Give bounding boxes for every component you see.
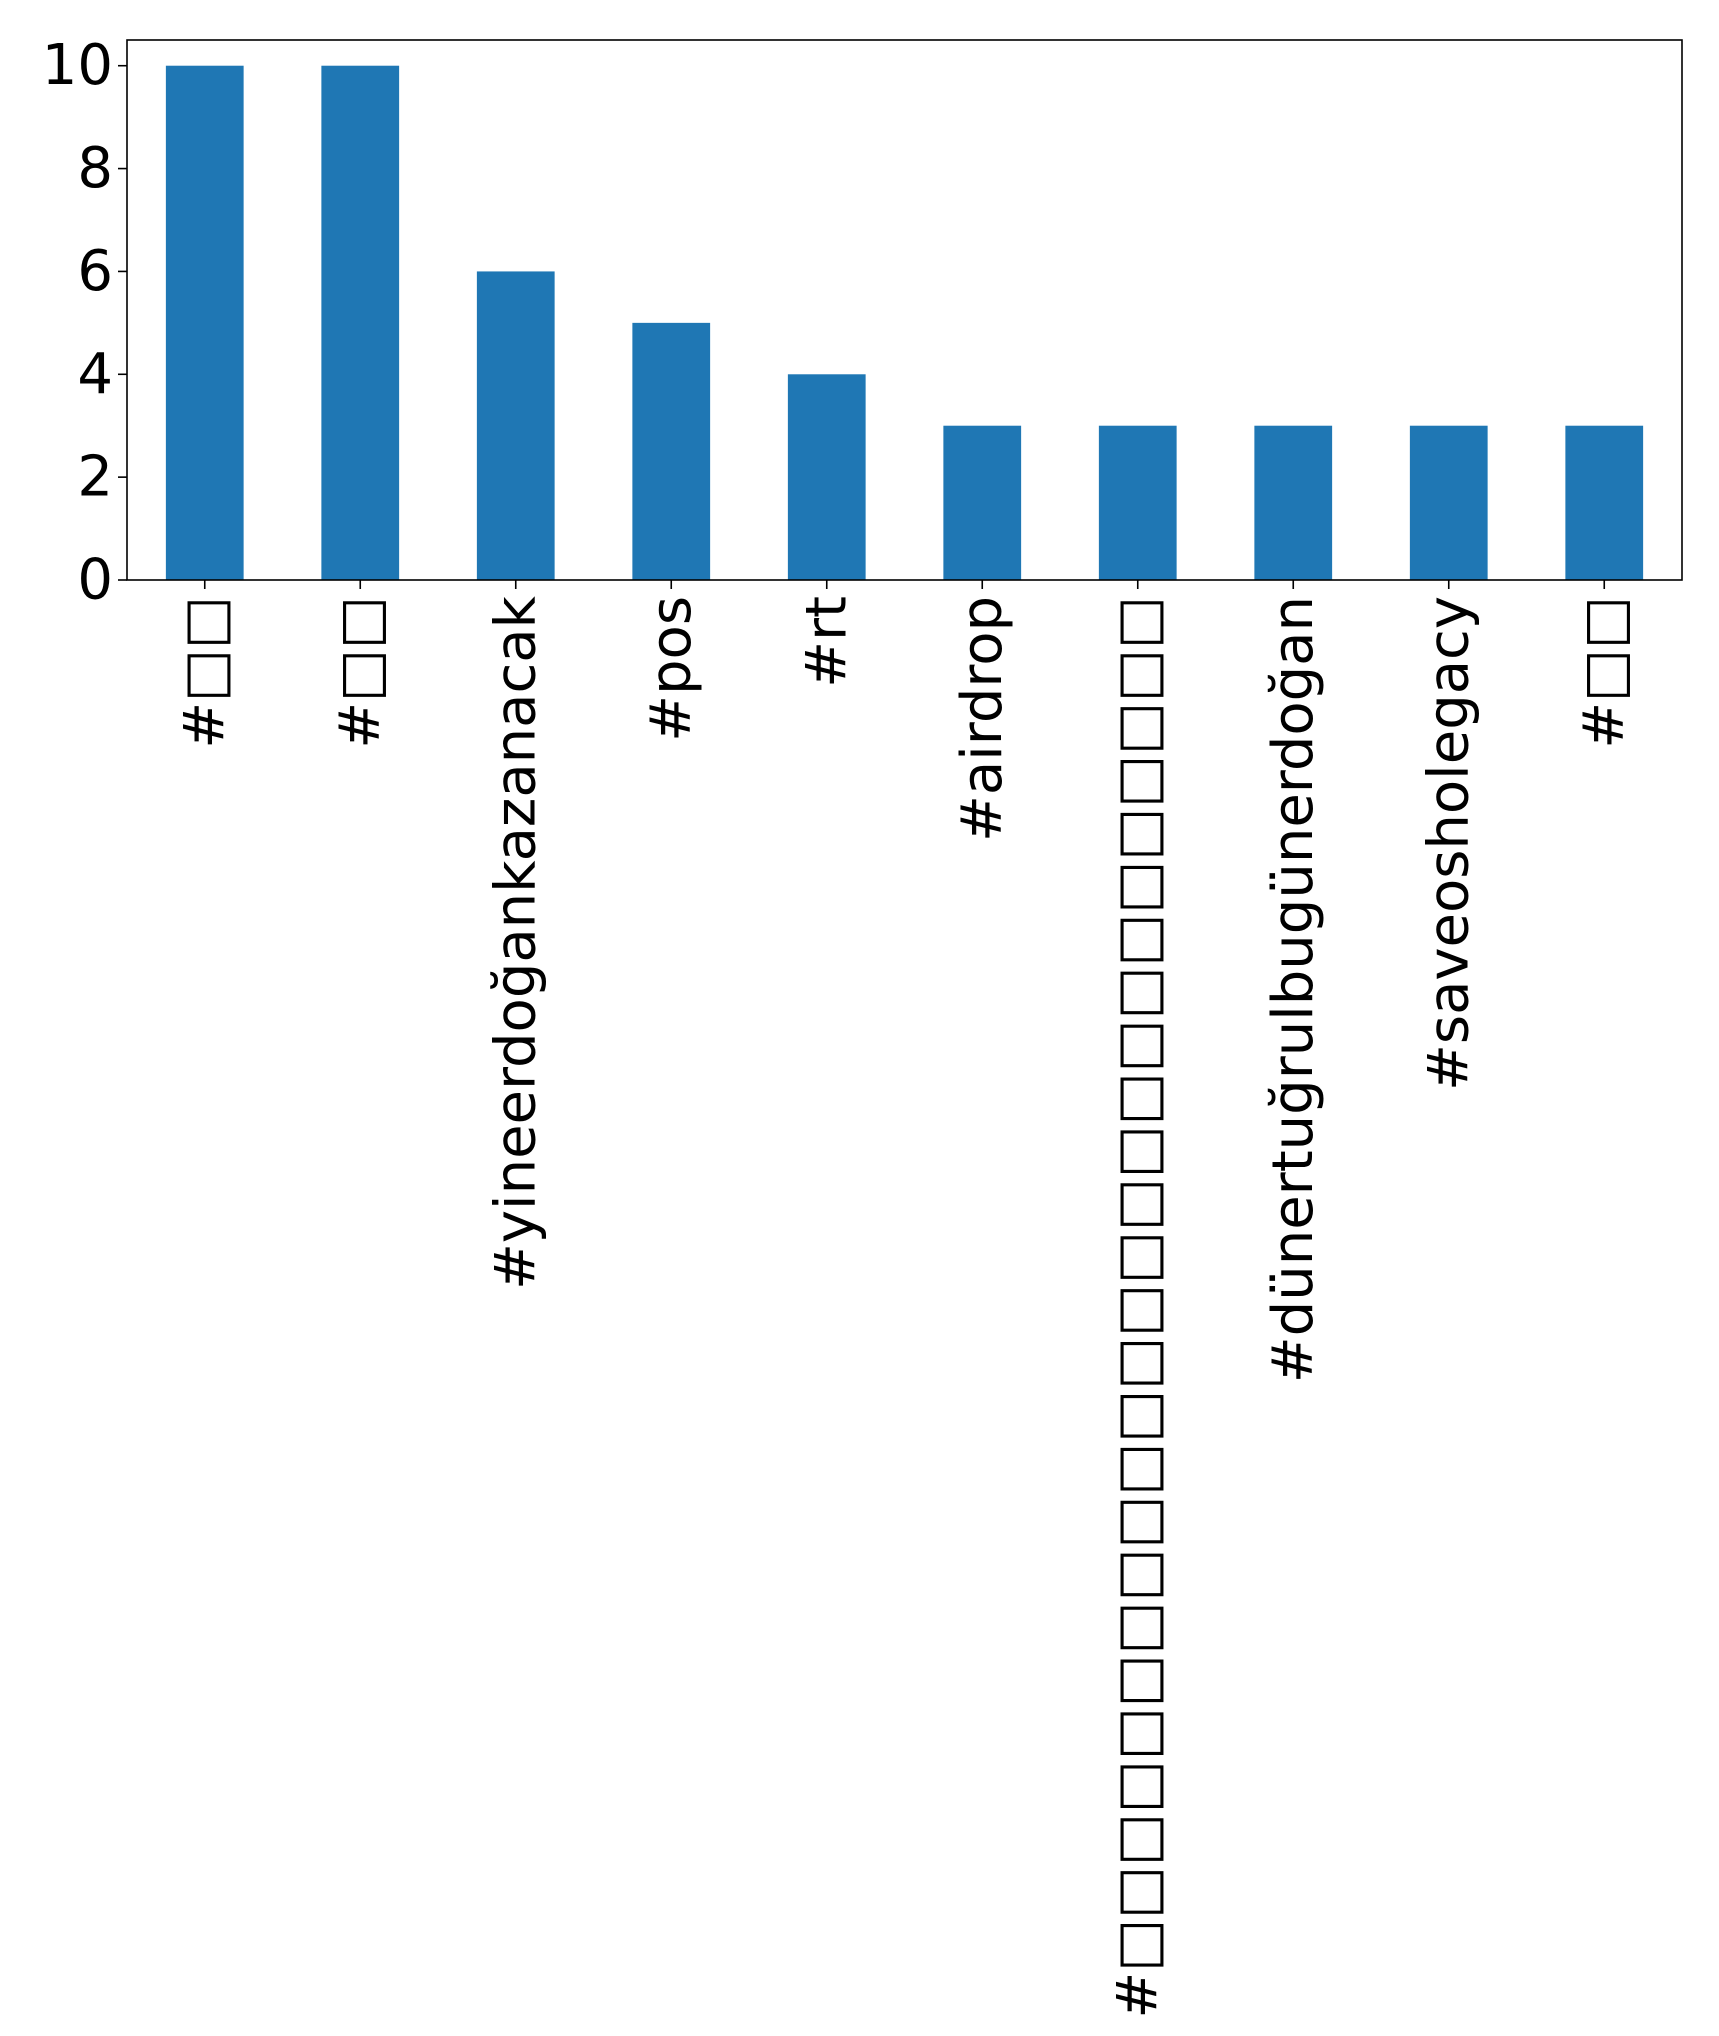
- x-tick-label: #airdrop: [950, 596, 1015, 842]
- bars-layer: [165, 65, 1644, 580]
- y-tick-label: 10: [42, 33, 113, 98]
- bar: [1098, 425, 1177, 580]
- bar: [787, 374, 866, 580]
- x-tick-label: #□□: [172, 596, 237, 749]
- x-tick-label: #□□: [1572, 596, 1637, 749]
- bar: [321, 65, 400, 580]
- x-axis: #□□ #□□ #yineerdoğankazanacak #pos #rt #airdr…: [172, 580, 1637, 2019]
- y-axis: 0 2 4 6 8 10: [42, 33, 127, 613]
- bar: [1565, 425, 1644, 580]
- x-tick-label: #yineerdoğankazanacak: [483, 595, 548, 1290]
- y-tick-label: 2: [77, 445, 113, 510]
- x-tick-label: #□□: [328, 596, 393, 749]
- bar: [165, 65, 244, 580]
- plot-frame: [126, 39, 1683, 581]
- bar: [943, 425, 1022, 580]
- x-tick-label: #rt: [794, 596, 859, 688]
- bar: [476, 271, 555, 580]
- x-tick-label: #pos: [639, 596, 704, 742]
- x-tick-label: #dünertuğrulbugünerdoğan: [1261, 596, 1326, 1383]
- y-tick-label: 4: [77, 342, 113, 407]
- y-tick-label: 0: [77, 548, 113, 613]
- bar: [1409, 425, 1488, 580]
- y-tick-label: 6: [77, 239, 113, 304]
- y-tick-label: 8: [77, 136, 113, 201]
- x-tick-label: #□□□□□□□□□□□□□□□□□□□□□□□□□□: [1105, 596, 1170, 2019]
- x-tick-label: #saveosholegacy: [1416, 596, 1481, 1091]
- bar: [1254, 425, 1333, 580]
- bar: [632, 322, 711, 580]
